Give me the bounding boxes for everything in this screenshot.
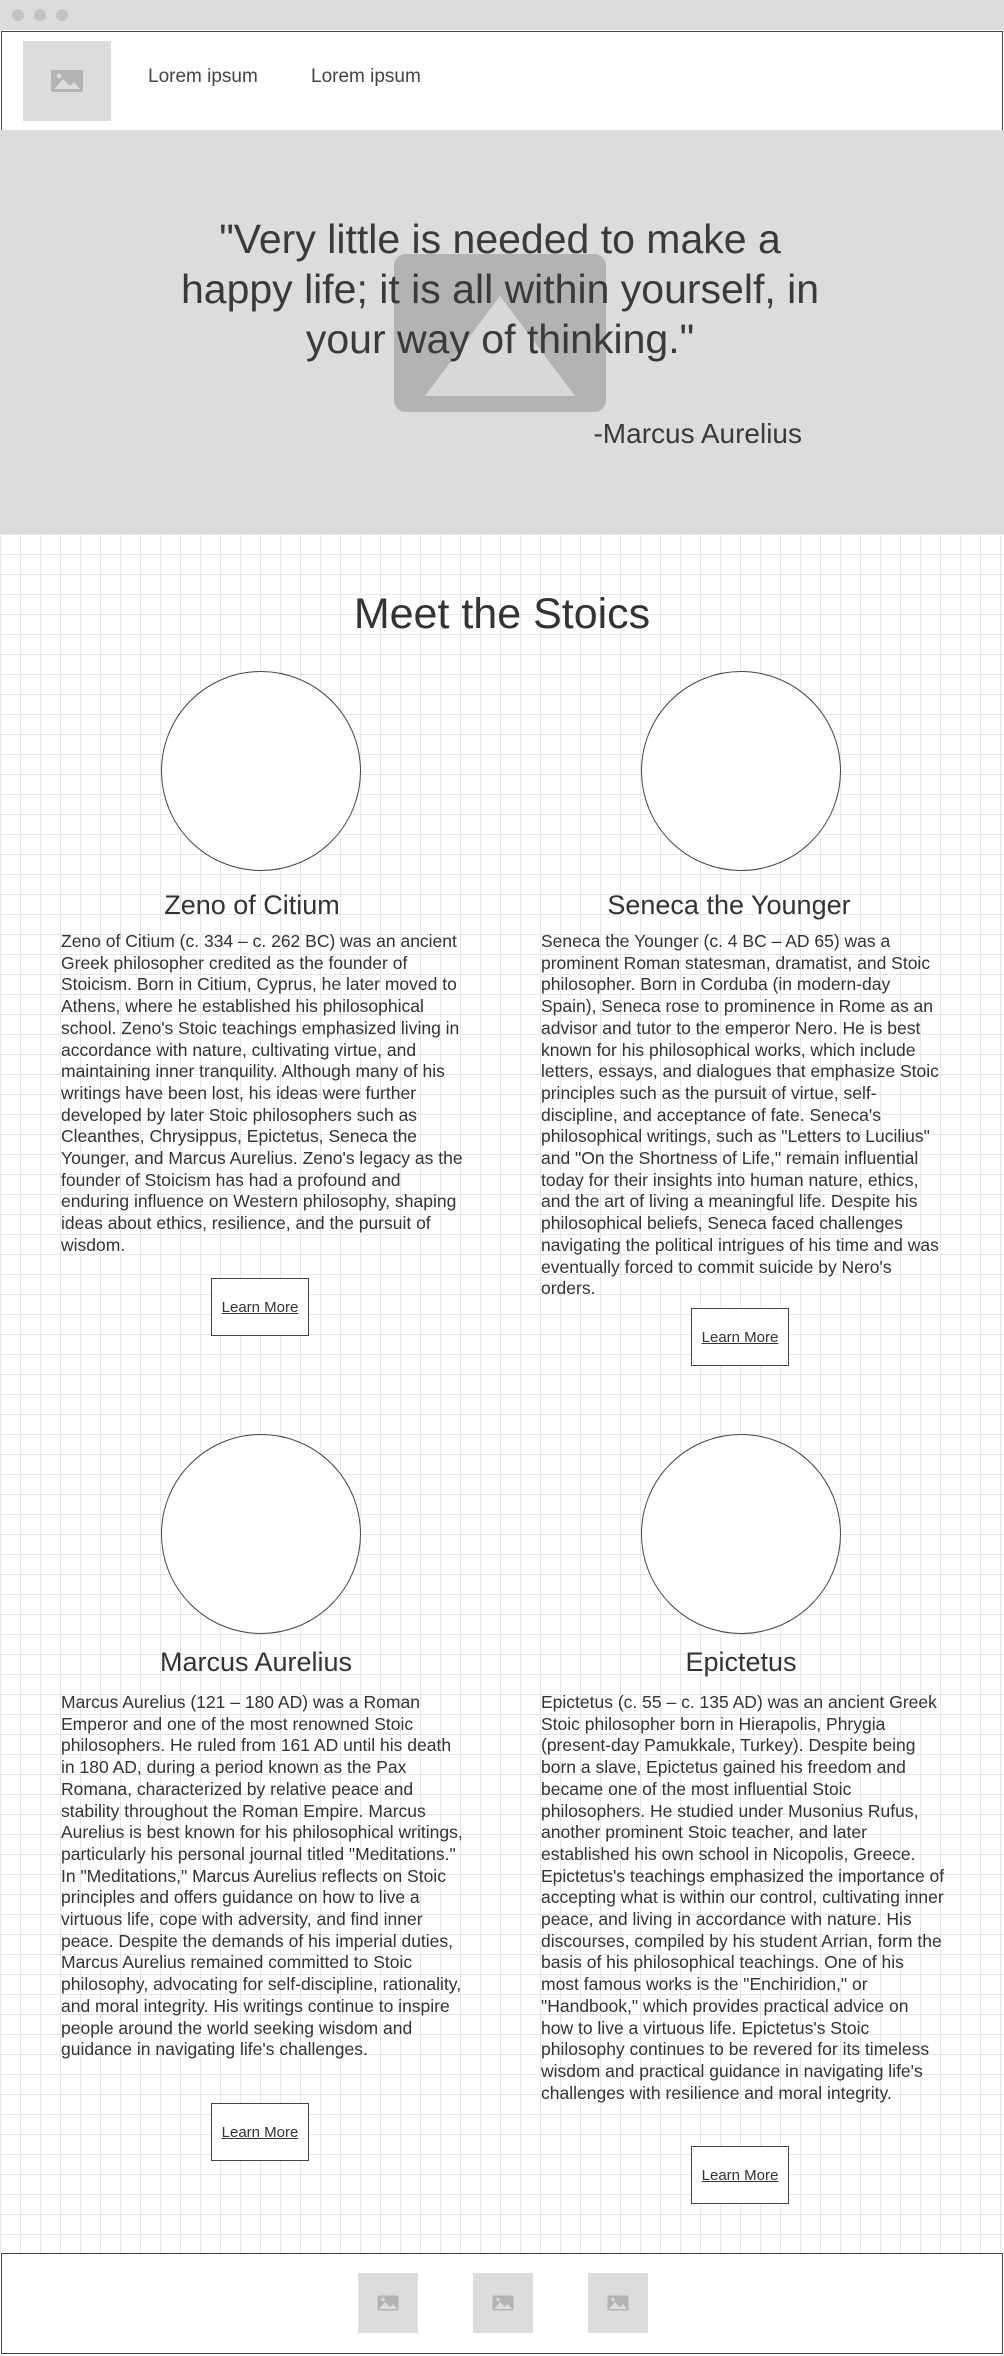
philosopher-name: Seneca the Younger bbox=[607, 890, 851, 920]
philosopher-name: Marcus Aurelius bbox=[159, 1647, 353, 1677]
image-placeholder-icon bbox=[51, 70, 83, 92]
hero-banner: "Very little is needed to make a happy l… bbox=[0, 130, 1004, 534]
stoics-section: Meet the Stoics Zeno of Citium Zeno of C… bbox=[0, 534, 1004, 2253]
nav-link-2[interactable]: Lorem ipsum bbox=[311, 66, 421, 87]
footer-icon-1[interactable] bbox=[358, 2273, 418, 2333]
logo[interactable] bbox=[23, 41, 111, 121]
hero-quote: "Very little is needed to make a happy l… bbox=[180, 216, 820, 362]
philosopher-bio: Seneca the Younger (c. 4 BC – AD 65) was… bbox=[541, 931, 939, 1299]
hero-quote-author: -Marcus Aurelius bbox=[593, 418, 802, 449]
avatar bbox=[641, 671, 841, 871]
learn-more-button[interactable]: Learn More bbox=[211, 1278, 309, 1336]
image-placeholder-icon bbox=[492, 2295, 514, 2311]
footer-icon-3[interactable] bbox=[588, 2273, 648, 2333]
philosopher-name: Zeno of Citium bbox=[164, 890, 340, 920]
learn-more-button[interactable]: Learn More bbox=[211, 2103, 309, 2161]
avatar bbox=[161, 671, 361, 871]
window-titlebar bbox=[0, 0, 1004, 30]
philosopher-bio: Epictetus (c. 55 – c. 135 AD) was an anc… bbox=[541, 1692, 945, 2103]
learn-more-button[interactable]: Learn More bbox=[691, 2146, 789, 2204]
footer bbox=[1, 2253, 1003, 2354]
avatar bbox=[641, 1434, 841, 1634]
navbar: Lorem ipsum Lorem ipsum bbox=[1, 31, 1003, 131]
footer-icon-2[interactable] bbox=[473, 2273, 533, 2333]
image-placeholder-icon bbox=[425, 295, 575, 396]
image-placeholder-icon bbox=[377, 2295, 399, 2311]
philosopher-name: Epictetus bbox=[685, 1647, 797, 1677]
philosopher-bio: Marcus Aurelius (121 – 180 AD) was a Rom… bbox=[61, 1692, 463, 2060]
nav-link-1[interactable]: Lorem ipsum bbox=[148, 66, 258, 87]
window-minimize-dot[interactable] bbox=[34, 9, 46, 21]
window-maximize-dot[interactable] bbox=[56, 9, 68, 21]
learn-more-button[interactable]: Learn More bbox=[691, 1308, 789, 1366]
hero-image bbox=[394, 254, 606, 412]
section-title: Meet the Stoics bbox=[353, 590, 651, 638]
avatar bbox=[161, 1434, 361, 1634]
philosopher-bio: Zeno of Citium (c. 334 – c. 262 BC) was … bbox=[61, 931, 463, 1255]
image-placeholder-icon bbox=[607, 2295, 629, 2311]
window-close-dot[interactable] bbox=[12, 9, 24, 21]
